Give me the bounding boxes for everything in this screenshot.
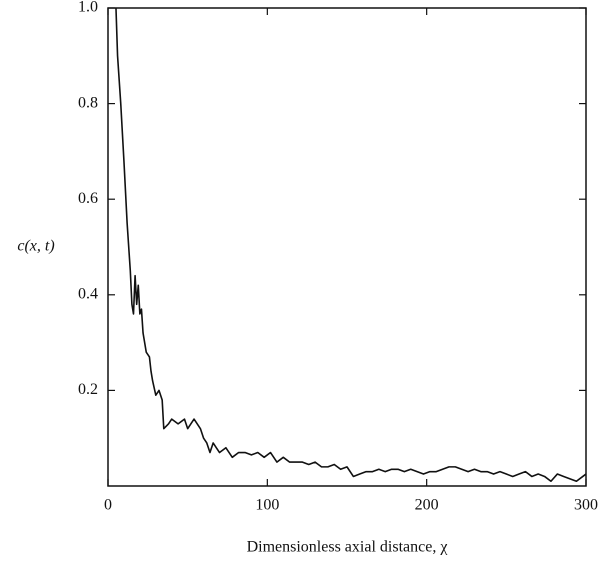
x-tick-label: 200 — [415, 497, 439, 514]
y-tick-label: 1.0 — [78, 0, 98, 16]
y-tick-label: 0.4 — [78, 285, 98, 302]
y-tick-label: 0.6 — [78, 190, 98, 207]
y-axis-label: c(x, t) — [17, 238, 54, 255]
x-tick-label: 300 — [574, 497, 598, 514]
y-tick-label: 0.8 — [78, 94, 98, 111]
plot-frame — [107, 7, 587, 487]
x-tick-label: 100 — [255, 497, 279, 514]
data-line — [115, 7, 587, 483]
x-axis-label: Dimensionless axial distance, χ — [247, 539, 449, 556]
y-tick-label: 0.2 — [78, 381, 98, 398]
x-tick-label: 0 — [104, 497, 112, 514]
